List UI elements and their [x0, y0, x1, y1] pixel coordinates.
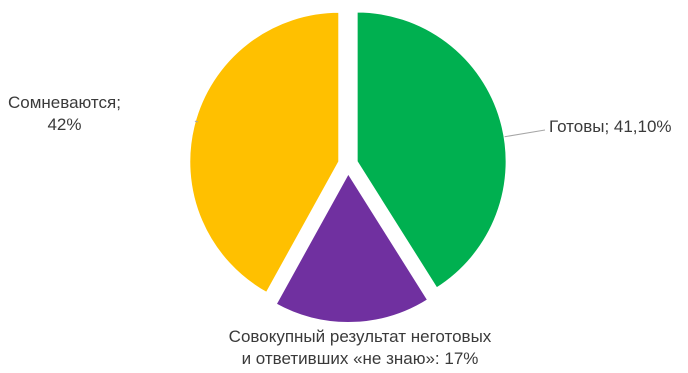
slice-doubtful	[188, 10, 341, 295]
leader-line-slice-doubtful	[194, 120, 199, 123]
slice-label-not-ready-or-unsure: Совокупный результат неготовых и ответив…	[200, 326, 520, 370]
slice-not-ready-or-unsure	[274, 171, 430, 324]
leader-lines	[194, 120, 546, 138]
slice-label-not-ready-line-1: Совокупный результат неготовых	[228, 327, 492, 346]
pie-slices	[188, 10, 508, 324]
slice-ready	[355, 10, 508, 290]
slice-label-doubtful: Сомневаются; 42%	[8, 92, 121, 136]
slice-label-doubtful-line-1: Сомневаются;	[8, 93, 121, 112]
leader-line-slice-ready	[504, 129, 546, 138]
slice-label-ready-line-1: Готовы; 41,10%	[549, 117, 672, 136]
slice-label-ready: Готовы; 41,10%	[549, 116, 672, 138]
slice-label-not-ready-line-2: и ответивших «не знаю»: 17%	[241, 349, 479, 368]
slice-label-doubtful-line-2: 42%	[47, 115, 82, 134]
